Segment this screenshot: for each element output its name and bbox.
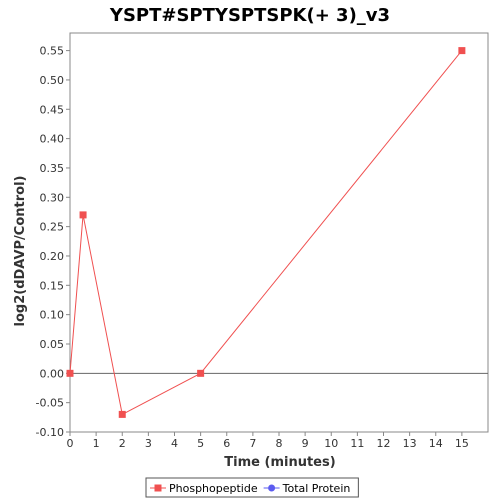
- x-tick-label: 13: [403, 437, 417, 450]
- y-tick-label: 0.55: [40, 45, 65, 58]
- y-tick-label: 0.20: [40, 250, 65, 263]
- data-point: [118, 410, 126, 418]
- y-tick-label: 0.50: [40, 74, 65, 87]
- x-tick-label: 0: [67, 437, 74, 450]
- x-tick-label: 4: [171, 437, 178, 450]
- legend-marker-0: [154, 484, 162, 492]
- legend-marker-1: [268, 484, 276, 492]
- y-tick-label: -0.10: [36, 426, 64, 439]
- y-tick-label: 0.05: [40, 338, 65, 351]
- data-point: [197, 369, 205, 377]
- x-tick-label: 10: [324, 437, 338, 450]
- series-layer: [66, 47, 466, 418]
- x-tick-label: 5: [197, 437, 204, 450]
- y-tick-label: 0.25: [40, 221, 65, 234]
- x-tick-label: 9: [302, 437, 309, 450]
- y-tick-label: -0.05: [36, 397, 64, 410]
- legend: Phosphopeptide Total Protein: [145, 477, 359, 498]
- y-tick-label: 0.30: [40, 191, 65, 204]
- y-tick-label: 0.00: [40, 367, 65, 380]
- legend-label-1: Total Protein: [282, 482, 351, 495]
- y-axis: -0.10 -0.05 0.00 0.05 0.10 0.15 0.20 0.25 0.30 0.…: [36, 45, 70, 439]
- legend-box: [145, 477, 359, 498]
- x-tick-label: 7: [249, 437, 256, 450]
- plot-area: [69, 32, 489, 433]
- x-tick-label: 2: [119, 437, 126, 450]
- data-point: [66, 369, 74, 377]
- y-tick-label: 0.40: [40, 133, 65, 146]
- y-tick-label: 0.15: [40, 279, 65, 292]
- x-axis: 0 1 2 3 4 5 6 7 8 9 10 11 12 13 14 15: [67, 432, 469, 450]
- x-tick-label: 1: [93, 437, 100, 450]
- x-axis-label: Time (minutes): [224, 455, 335, 470]
- x-tick-label: 8: [276, 437, 283, 450]
- x-tick-label: 6: [223, 437, 230, 450]
- y-tick-label: 0.35: [40, 162, 65, 175]
- y-tick-label: 0.10: [40, 309, 65, 322]
- y-tick-label: 0.45: [40, 103, 65, 116]
- data-point: [458, 47, 466, 55]
- x-tick-label: 11: [350, 437, 364, 450]
- x-tick-label: 15: [455, 437, 469, 450]
- data-point: [79, 211, 87, 219]
- legend-label-0: Phosphopeptide: [169, 482, 258, 495]
- chart-title: YSPT#SPTYSPTSPK(+ 3)_v3: [109, 5, 390, 26]
- x-tick-label: 14: [429, 437, 443, 450]
- x-tick-label: 3: [145, 437, 152, 450]
- x-tick-label: 12: [377, 437, 391, 450]
- y-axis-label: log2(dDAVP/Control): [13, 176, 28, 327]
